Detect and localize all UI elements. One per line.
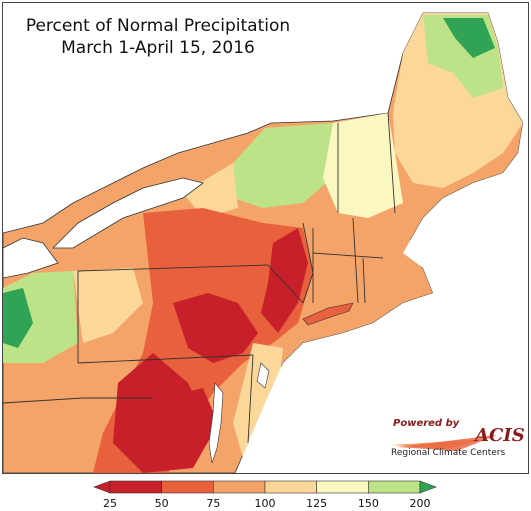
- delmarva-region: [233, 343, 283, 458]
- legend-swatch: [109, 480, 162, 494]
- maine-very-wet-area: [443, 18, 495, 58]
- precipitation-map: [3, 12, 528, 473]
- western-pa-region: [73, 268, 143, 343]
- legend-swatch: [213, 480, 266, 494]
- vt-nh-region: [323, 113, 403, 218]
- map-subtitle: March 1-April 15, 2016: [61, 38, 255, 58]
- legend-tick-label: 25: [103, 497, 117, 510]
- legend-tick-label: 150: [357, 497, 379, 510]
- state-boundaries: [3, 112, 396, 444]
- ohio-very-wet-area: [3, 288, 33, 348]
- legend-swatch: [368, 480, 421, 494]
- legend-tick-label: 75: [206, 497, 221, 510]
- legend-tick-label: 100: [254, 497, 276, 510]
- lake-erie: [3, 237, 59, 279]
- legend-arrow-below: [93, 480, 111, 494]
- acis-name: ACIS: [475, 425, 525, 446]
- legend-tick-label: 200: [409, 497, 431, 510]
- southern-new-england: [313, 218, 423, 303]
- very-dry-area-md: [163, 388, 218, 448]
- legend-swatch: [161, 480, 214, 494]
- legend-tick-label: 50: [154, 497, 169, 510]
- north-ny-region: [233, 123, 338, 208]
- lake-ontario: [52, 177, 204, 249]
- acis-logo: Powered by ACIS Regional Climate Centers: [387, 415, 527, 465]
- legend-swatch: [264, 480, 317, 494]
- map-title: Percent of Normal Precipitation: [25, 16, 291, 36]
- delaware-bay: [256, 362, 270, 389]
- map-frame: Percent of Normal Precipitation March 1-…: [2, 2, 529, 474]
- acis-powered-by: Powered by: [393, 418, 460, 429]
- long-island: [302, 302, 354, 326]
- atlantic-ocean: [235, 123, 528, 473]
- legend-swatch: [316, 480, 369, 494]
- color-legend: 25 50 75 100 125 150 200: [0, 476, 531, 511]
- legend-arrow-above: [419, 480, 437, 494]
- acis-swoosh-icon: [391, 435, 497, 451]
- very-dry-area-east: [261, 228, 308, 333]
- acis-subtitle: Regional Climate Centers: [391, 448, 506, 458]
- legend-bar: [93, 480, 437, 494]
- chesapeake-bay: [208, 382, 224, 464]
- legend-tick-label: 125: [306, 497, 328, 510]
- north-ny-normal: [183, 163, 238, 218]
- very-dry-area-central: [173, 293, 258, 363]
